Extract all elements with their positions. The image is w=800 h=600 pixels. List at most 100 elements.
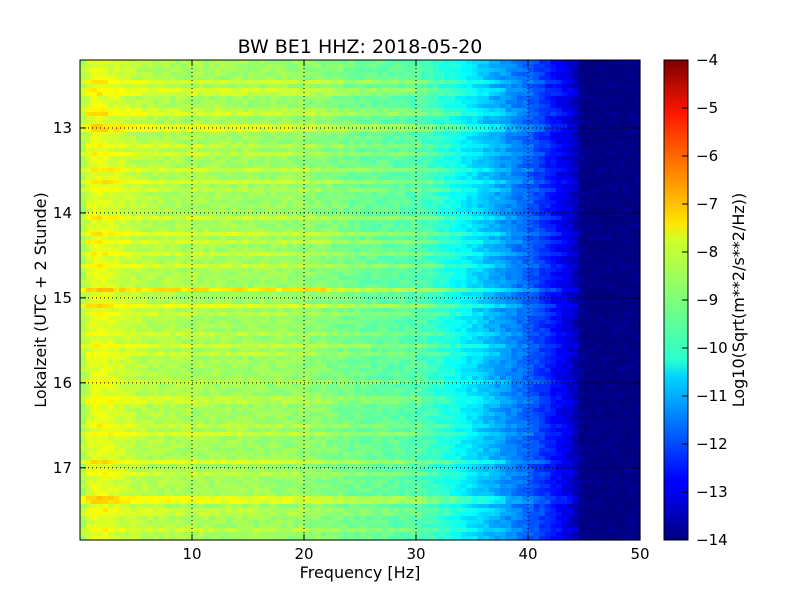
heatmap-cell xyxy=(455,148,462,153)
heatmap-cell xyxy=(130,204,137,209)
heatmap-cell xyxy=(416,140,423,145)
heatmap-cell xyxy=(472,128,479,133)
heatmap-cell xyxy=(511,184,518,189)
heatmap-cell xyxy=(236,228,243,233)
heatmap-cell xyxy=(612,248,619,253)
heatmap-cell xyxy=(404,184,411,189)
heatmap-cell xyxy=(332,68,339,73)
heatmap-cell xyxy=(309,68,316,73)
heatmap-cell xyxy=(281,236,288,241)
heatmap-cell xyxy=(427,224,434,229)
heatmap-cell xyxy=(561,168,568,173)
heatmap-cell xyxy=(108,84,115,89)
heatmap-cell xyxy=(180,168,187,173)
heatmap-cell xyxy=(130,160,137,165)
heatmap-cell xyxy=(606,228,613,233)
heatmap-cell xyxy=(175,248,182,253)
heatmap-cell xyxy=(169,192,176,197)
heatmap-cell xyxy=(595,164,602,169)
heatmap-cell xyxy=(259,236,266,241)
heatmap-cell xyxy=(354,156,361,161)
heatmap-cell xyxy=(561,136,568,141)
heatmap-cell xyxy=(472,116,479,121)
heatmap-cell xyxy=(550,76,557,81)
heatmap-cell xyxy=(276,236,283,241)
heatmap-cell xyxy=(281,184,288,189)
heatmap-cell xyxy=(393,204,400,209)
heatmap-cell xyxy=(236,108,243,113)
heatmap-cell xyxy=(141,96,148,101)
heatmap-cell xyxy=(332,212,339,217)
heatmap-cell xyxy=(169,120,176,125)
heatmap-cell xyxy=(147,92,154,97)
heatmap-cell xyxy=(136,128,143,133)
heatmap-cell xyxy=(550,156,557,161)
heatmap-cell xyxy=(164,156,171,161)
heatmap-cell xyxy=(80,64,87,69)
heatmap-cell xyxy=(572,76,579,81)
heatmap-cell xyxy=(444,76,451,81)
heatmap-cell xyxy=(108,88,115,93)
heatmap-cell xyxy=(500,156,507,161)
heatmap-cell xyxy=(248,100,255,105)
heatmap-cell xyxy=(617,128,624,133)
heatmap-cell xyxy=(192,128,199,133)
heatmap-cell xyxy=(225,68,232,73)
heatmap-cell xyxy=(236,128,243,133)
heatmap-cell xyxy=(628,200,635,205)
heatmap-cell xyxy=(281,104,288,109)
heatmap-cell xyxy=(556,240,563,245)
heatmap-cell xyxy=(444,236,451,241)
heatmap-cell xyxy=(455,128,462,133)
heatmap-cell xyxy=(427,132,434,137)
heatmap-cell xyxy=(80,76,87,81)
heatmap-cell xyxy=(214,244,221,249)
heatmap-cell xyxy=(315,204,322,209)
heatmap-cell xyxy=(595,216,602,221)
heatmap-cell xyxy=(253,172,260,177)
heatmap-cell xyxy=(96,196,103,201)
heatmap-cell xyxy=(371,68,378,73)
heatmap-cell xyxy=(236,72,243,77)
heatmap-cell xyxy=(337,84,344,89)
heatmap-cell xyxy=(169,100,176,105)
heatmap-cell xyxy=(158,240,165,245)
heatmap-cell xyxy=(253,232,260,237)
heatmap-cell xyxy=(326,80,333,85)
heatmap-cell xyxy=(556,256,563,261)
heatmap-cell xyxy=(264,80,271,85)
heatmap-cell xyxy=(152,168,159,173)
heatmap-cell xyxy=(102,216,109,221)
heatmap-cell xyxy=(516,96,523,101)
heatmap-cell xyxy=(421,104,428,109)
heatmap-cell xyxy=(80,68,87,73)
heatmap-cell xyxy=(360,208,367,213)
heatmap-cell xyxy=(292,200,299,205)
heatmap-cell xyxy=(505,220,512,225)
heatmap-cell xyxy=(108,160,115,165)
heatmap-cell xyxy=(315,132,322,137)
heatmap-cell xyxy=(102,60,109,65)
heatmap-cell xyxy=(427,72,434,77)
heatmap-cell xyxy=(287,100,294,105)
heatmap-cell xyxy=(130,84,137,89)
heatmap-cell xyxy=(399,100,406,105)
heatmap-cell xyxy=(152,116,159,121)
heatmap-cell xyxy=(208,200,215,205)
heatmap-cell xyxy=(292,60,299,65)
heatmap-cell xyxy=(208,148,215,153)
heatmap-cell xyxy=(337,204,344,209)
heatmap-cell xyxy=(248,192,255,197)
heatmap-cell xyxy=(494,224,501,229)
heatmap-cell xyxy=(248,72,255,77)
heatmap-cell xyxy=(404,168,411,173)
heatmap-cell xyxy=(472,188,479,193)
heatmap-cell xyxy=(152,92,159,97)
heatmap-cell xyxy=(528,200,535,205)
heatmap-cell xyxy=(264,64,271,69)
heatmap-cell xyxy=(270,228,277,233)
heatmap-cell xyxy=(85,180,92,185)
heatmap-cell xyxy=(500,200,507,205)
heatmap-cell xyxy=(326,144,333,149)
heatmap-cell xyxy=(108,140,115,145)
